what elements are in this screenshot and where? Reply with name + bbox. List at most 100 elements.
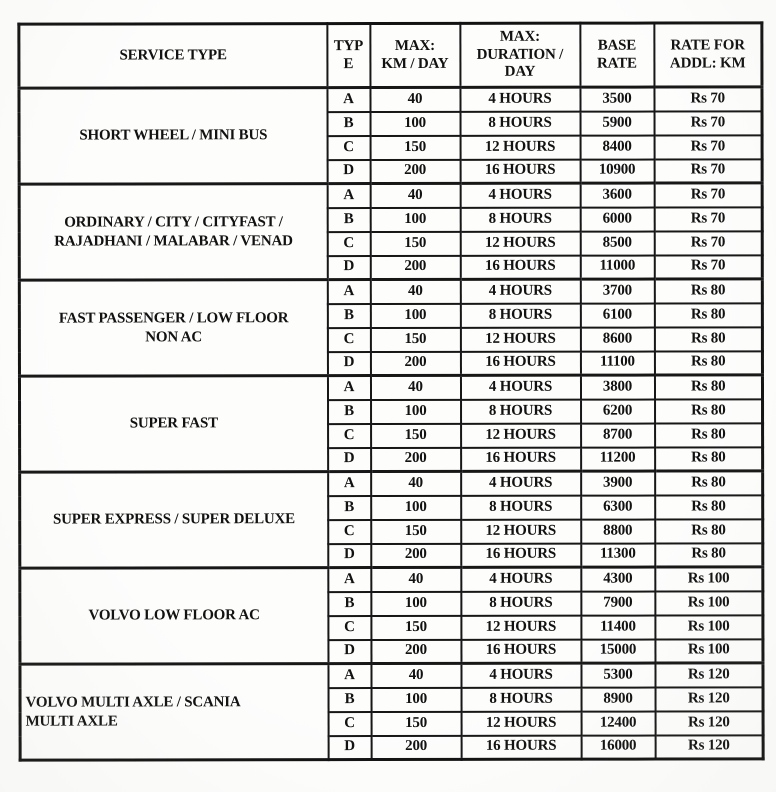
max-km-cell: 150	[370, 231, 461, 256]
base-rate-cell: 6300	[580, 495, 655, 520]
type-cell: C	[327, 519, 371, 544]
type-cell: C	[327, 327, 371, 352]
duration-cell: 16 HOURS	[461, 735, 582, 760]
duration-cell: 4 HOURS	[460, 183, 581, 208]
type-cell: D	[327, 447, 371, 472]
addl-rate-cell: Rs 120	[655, 686, 764, 712]
addl-rate-cell: Rs 80	[654, 470, 763, 496]
header-rate-addl-km: RATE FOR ADDL: KM	[653, 22, 762, 88]
max-km-cell: 100	[370, 399, 461, 424]
addl-rate-cell: Rs 80	[654, 422, 763, 448]
duration-cell: 12 HOURS	[460, 519, 581, 544]
duration-cell: 16 HOURS	[460, 447, 581, 472]
base-rate-cell: 6100	[580, 303, 655, 328]
bus-service-rate-table: SERVICE TYPE TYP E MAX: KM / DAY MAX: DU…	[17, 21, 765, 762]
type-cell: A	[327, 471, 371, 496]
duration-cell: 16 HOURS	[460, 255, 581, 280]
addl-rate-cell: Rs 100	[654, 566, 763, 592]
header-max-km-day: MAX: KM / DAY	[369, 23, 460, 88]
max-km-cell: 200	[370, 255, 461, 280]
duration-cell: 4 HOURS	[459, 87, 581, 112]
addl-rate-cell: Rs 100	[654, 614, 763, 640]
base-rate-cell: 11400	[580, 615, 655, 640]
base-rate-cell: 8700	[580, 423, 655, 448]
base-rate-cell: 4300	[580, 567, 655, 592]
base-rate-cell: 8500	[580, 231, 655, 256]
addl-rate-cell: Rs 70	[654, 206, 763, 232]
rate-table-body: SHORT WHEEL / MINI BUS A 40 4 HOURS 3500 Rs 7…	[18, 86, 764, 761]
duration-cell: 4 HOURS	[460, 279, 581, 304]
base-rate-cell: 3500	[579, 87, 655, 112]
addl-rate-cell: Rs 70	[654, 158, 763, 184]
addl-rate-cell: Rs 70	[654, 134, 763, 160]
type-cell: B	[327, 591, 371, 616]
duration-cell: 8 HOURS	[460, 399, 581, 424]
max-km-cell: 200	[370, 159, 461, 184]
duration-cell: 16 HOURS	[460, 159, 581, 184]
duration-cell: 8 HOURS	[460, 207, 581, 232]
type-cell: B	[327, 207, 371, 232]
addl-rate-cell: Rs 120	[655, 710, 764, 736]
table-row: ORDINARY / CITY / CITYFAST / RAJADHANI /…	[19, 182, 763, 281]
base-rate-cell: 11000	[580, 255, 655, 280]
addl-rate-cell: Rs 80	[654, 350, 763, 376]
base-rate-cell: 12400	[581, 711, 656, 736]
base-rate-cell: 5300	[580, 663, 656, 688]
duration-cell: 16 HOURS	[460, 351, 581, 376]
base-rate-cell: 6000	[580, 207, 655, 232]
duration-cell: 12 HOURS	[460, 231, 581, 256]
duration-cell: 12 HOURS	[460, 423, 581, 448]
max-km-cell: 200	[370, 351, 461, 376]
base-rate-cell: 5900	[580, 111, 655, 136]
type-cell: C	[328, 711, 372, 736]
type-cell: D	[327, 351, 371, 376]
type-cell: B	[327, 399, 371, 424]
max-km-cell: 40	[370, 183, 461, 208]
table-row: SHORT WHEEL / MINI BUS A 40 4 HOURS 3500 Rs 7…	[18, 86, 763, 185]
max-km-cell: 100	[370, 591, 461, 616]
type-cell: D	[328, 735, 372, 760]
max-km-cell: 40	[370, 279, 461, 304]
duration-cell: 4 HOURS	[460, 567, 581, 592]
header-service-type: SERVICE TYPE	[18, 23, 327, 89]
max-km-cell: 100	[370, 111, 461, 136]
base-rate-cell: 3700	[580, 279, 655, 304]
type-cell: C	[327, 135, 371, 160]
addl-rate-cell: Rs 80	[654, 398, 763, 424]
duration-cell: 8 HOURS	[461, 687, 582, 712]
max-km-cell: 100	[370, 207, 461, 232]
base-rate-cell: 8900	[581, 687, 656, 712]
duration-cell: 8 HOURS	[460, 591, 581, 616]
header-max-duration-day: MAX: DURATION / DAY	[459, 23, 580, 88]
base-rate-cell: 11300	[580, 543, 655, 568]
table-row: VOLVO LOW FLOOR AC A 40 4 HOURS 4300 Rs 100	[19, 566, 763, 665]
service-type-cell: ORDINARY / CITY / CITYFAST / RAJADHANI /…	[19, 183, 328, 281]
type-cell: D	[327, 159, 371, 184]
duration-cell: 8 HOURS	[460, 303, 581, 328]
service-type-cell: FAST PASSENGER / LOW FLOOR NON AC	[19, 279, 328, 377]
service-type-cell: VOLVO LOW FLOOR AC	[19, 567, 328, 665]
type-cell: C	[327, 423, 371, 448]
max-km-cell: 40	[369, 87, 461, 112]
base-rate-cell: 8600	[580, 327, 655, 352]
addl-rate-cell: Rs 80	[654, 374, 763, 400]
base-rate-cell: 7900	[580, 591, 655, 616]
duration-cell: 16 HOURS	[460, 543, 581, 568]
base-rate-cell: 10900	[580, 159, 655, 184]
max-km-cell: 150	[370, 615, 461, 640]
duration-cell: 12 HOURS	[460, 135, 581, 160]
addl-rate-cell: Rs 120	[654, 662, 764, 688]
type-cell: C	[327, 615, 371, 640]
type-cell: A	[327, 567, 371, 592]
type-cell: B	[327, 111, 371, 136]
base-rate-cell: 3800	[580, 375, 655, 400]
type-cell: A	[327, 375, 371, 400]
addl-rate-cell: Rs 80	[654, 542, 763, 568]
base-rate-cell: 11200	[580, 447, 655, 472]
max-km-cell: 100	[370, 303, 461, 328]
base-rate-cell: 8800	[580, 519, 655, 544]
duration-cell: 12 HOURS	[460, 615, 581, 640]
base-rate-cell: 8400	[580, 135, 655, 160]
type-cell: A	[327, 183, 371, 208]
base-rate-cell: 3900	[580, 471, 655, 496]
